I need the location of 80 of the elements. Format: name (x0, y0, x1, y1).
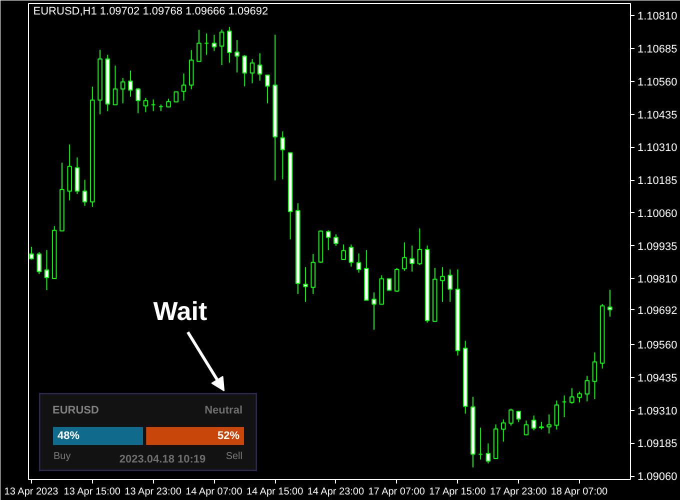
y-tick-label: 1.10810 (638, 10, 678, 23)
y-tick-label: 1.10435 (638, 109, 678, 122)
candlestick (577, 391, 582, 403)
y-tick-label: 1.09060 (638, 471, 678, 484)
y-tick-label: 1.09935 (638, 240, 678, 253)
y-tick-label: 1.09810 (638, 274, 678, 286)
x-tick-label: 14 Apr 07:00 (186, 486, 243, 498)
annotation: Wait (153, 296, 208, 326)
x-tick-label: 13 Apr 23:00 (124, 486, 182, 498)
candlestick (280, 130, 286, 180)
y-tick-label: 1.10310 (638, 142, 678, 154)
candlestick (440, 266, 445, 302)
x-tick-label: 13 Apr 15:00 (64, 486, 121, 498)
annotation: 2023.04.18 10:19 (119, 454, 206, 466)
candlestick (136, 87, 140, 114)
candlestick (143, 97, 148, 113)
candlestick (265, 74, 270, 104)
y-tick-label: 1.10560 (638, 76, 678, 88)
candlestick (257, 52, 262, 82)
y-tick-label: 1.09185 (638, 438, 678, 450)
candlestick (120, 77, 126, 104)
candlestick (303, 266, 308, 302)
data-label: 48% (58, 430, 80, 442)
y-tick-label: 1.09435 (638, 372, 678, 384)
candlestick (181, 72, 186, 102)
y-tick-label: 1.10185 (638, 175, 678, 188)
candlestick (36, 252, 42, 274)
candlestick (448, 269, 453, 302)
candlestick (44, 250, 50, 291)
candlestick (508, 408, 514, 426)
candlestick (242, 54, 248, 87)
candlestick (372, 292, 376, 330)
candlestick (227, 26, 232, 64)
candlestick (531, 415, 536, 431)
x-tick-label: 13 Apr 2023 (4, 486, 59, 498)
candlestick (82, 179, 88, 206)
candlestick (402, 242, 407, 272)
candlestick (584, 375, 590, 402)
x-tick-label: 17 Apr 23:00 (490, 486, 548, 498)
candlestick (341, 244, 346, 260)
series-label: Buy (54, 451, 71, 462)
candlestick (417, 228, 422, 266)
candlestick (219, 29, 224, 66)
x-tick-label: 18 Apr 07:00 (550, 486, 608, 498)
y-tick-label: 1.09560 (638, 340, 678, 352)
candlestick (554, 400, 560, 430)
candlestick (196, 29, 202, 62)
candlestick (326, 230, 331, 251)
candlestick (546, 414, 552, 434)
candlestick (234, 40, 240, 73)
series-label: Sell (226, 451, 243, 462)
x-tick-label: 14 Apr 15:00 (246, 486, 304, 498)
chart-title: EURUSD,H1 1.09702 1.09768 1.09666 1.09692 (33, 5, 268, 18)
y-tick-label: 1.10060 (638, 208, 678, 220)
y-tick-label: 1.09692 (638, 304, 678, 317)
candlestick (410, 245, 414, 272)
candlestick (212, 34, 217, 52)
candlestick (608, 289, 612, 318)
candlestick (501, 419, 506, 442)
candlestick (394, 267, 400, 292)
candlestick (486, 442, 491, 464)
candlestick (524, 420, 529, 436)
candlestick (592, 352, 598, 400)
data-label: 52% (217, 430, 240, 442)
candlestick (348, 244, 354, 268)
candlestick (334, 234, 338, 246)
y-tick-label: 1.09310 (638, 405, 678, 418)
x-tick-label: 17 Apr 07:00 (368, 486, 426, 498)
annotation: Neutral (204, 404, 243, 416)
y-tick-label: 1.10685 (638, 43, 678, 56)
chart-title: EURUSD (52, 404, 100, 416)
x-tick-label: 14 Apr 23:00 (307, 486, 364, 498)
candlestick (356, 252, 362, 274)
candlestick (386, 278, 392, 292)
candlestick (112, 65, 118, 106)
candlestick (569, 388, 574, 404)
candlestick (128, 70, 133, 98)
candlestick (74, 156, 80, 195)
x-tick-label: 17 Apr 15:00 (429, 486, 486, 498)
candlestick (250, 58, 255, 84)
